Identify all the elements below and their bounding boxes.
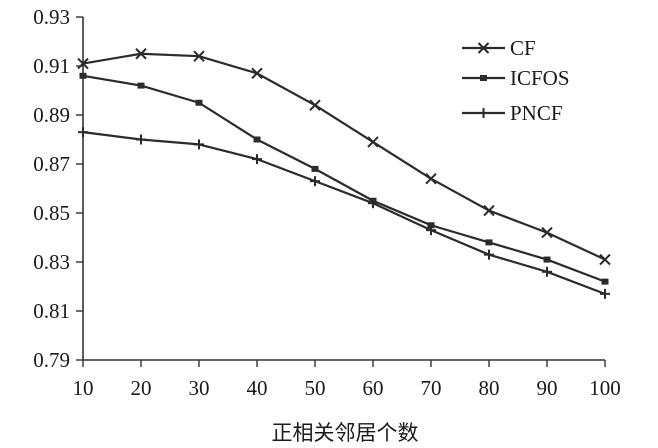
series-line-cf	[82, 52, 606, 261]
data-point-pncf	[484, 249, 494, 260]
data-point-pncf	[78, 127, 88, 138]
data-point-cf	[541, 226, 553, 239]
y-tick-label: 0.93	[33, 5, 70, 29]
legend-label-icfos: ICFOS	[510, 66, 570, 90]
data-point-cf	[135, 48, 147, 60]
data-point-icfos	[485, 239, 493, 246]
y-tick-label: 0.79	[33, 348, 70, 372]
x-axis-title: 正相关邻居个数	[272, 421, 419, 445]
data-point-pncf	[368, 198, 378, 209]
x-tick-label: 10	[73, 376, 94, 400]
x-tick-label: 70	[421, 376, 442, 400]
data-point-icfos	[601, 278, 609, 285]
data-point-cf	[251, 67, 263, 80]
y-tick-label: 0.91	[33, 54, 70, 78]
x-tick-label: 30	[189, 376, 210, 400]
data-point-icfos	[311, 165, 319, 172]
data-point-icfos	[195, 99, 203, 106]
data-point-pncf	[310, 176, 320, 187]
x-tick-label: 60	[363, 376, 384, 400]
data-point-cf	[425, 172, 437, 185]
data-point-pncf	[600, 288, 610, 299]
y-tick-label: 0.89	[33, 103, 70, 127]
data-point-pncf	[136, 134, 146, 145]
data-point-pncf	[194, 139, 204, 150]
y-tick-label: 0.81	[33, 299, 70, 323]
data-point-cf	[77, 57, 89, 70]
data-point-pncf	[542, 266, 552, 277]
x-tick-label: 90	[537, 376, 558, 400]
data-point-cf	[193, 50, 205, 62]
data-point-cf	[599, 253, 611, 266]
y-tick-label: 0.83	[33, 250, 70, 274]
x-tick-label: 20	[131, 376, 152, 400]
x-tick-label: 100	[589, 376, 621, 400]
series-line-icfos	[82, 74, 606, 283]
y-tick-label: 0.87	[33, 152, 70, 176]
data-point-pncf	[252, 154, 262, 165]
y-tick-label: 0.85	[33, 201, 70, 225]
x-tick-label: 40	[247, 376, 268, 400]
series-pncf	[78, 127, 610, 299]
data-point-cf	[483, 204, 495, 217]
legend-marker-cf	[477, 42, 490, 54]
series-line-pncf	[82, 131, 606, 295]
data-point-pncf	[426, 225, 436, 236]
series-icfos	[79, 72, 609, 285]
series-cf	[77, 48, 611, 266]
legend: CF ICFOS PNCF	[462, 36, 570, 125]
data-point-cf	[309, 99, 321, 111]
x-tick-label: 50	[305, 376, 326, 400]
x-tick-label: 80	[479, 376, 500, 400]
data-point-icfos	[79, 72, 87, 79]
data-point-cf	[367, 136, 379, 148]
series-lines	[77, 48, 611, 299]
legend-marker-icfos	[480, 75, 487, 81]
legend-item-pncf: PNCF	[462, 101, 563, 125]
legend-marker-pncf	[478, 108, 489, 118]
legend-label-cf: CF	[510, 36, 536, 60]
data-point-icfos	[253, 136, 261, 143]
data-point-icfos	[137, 82, 145, 89]
data-point-icfos	[543, 256, 551, 263]
legend-item-cf: CF	[462, 36, 536, 60]
legend-item-icfos: ICFOS	[462, 66, 570, 90]
legend-label-pncf: PNCF	[510, 101, 563, 125]
